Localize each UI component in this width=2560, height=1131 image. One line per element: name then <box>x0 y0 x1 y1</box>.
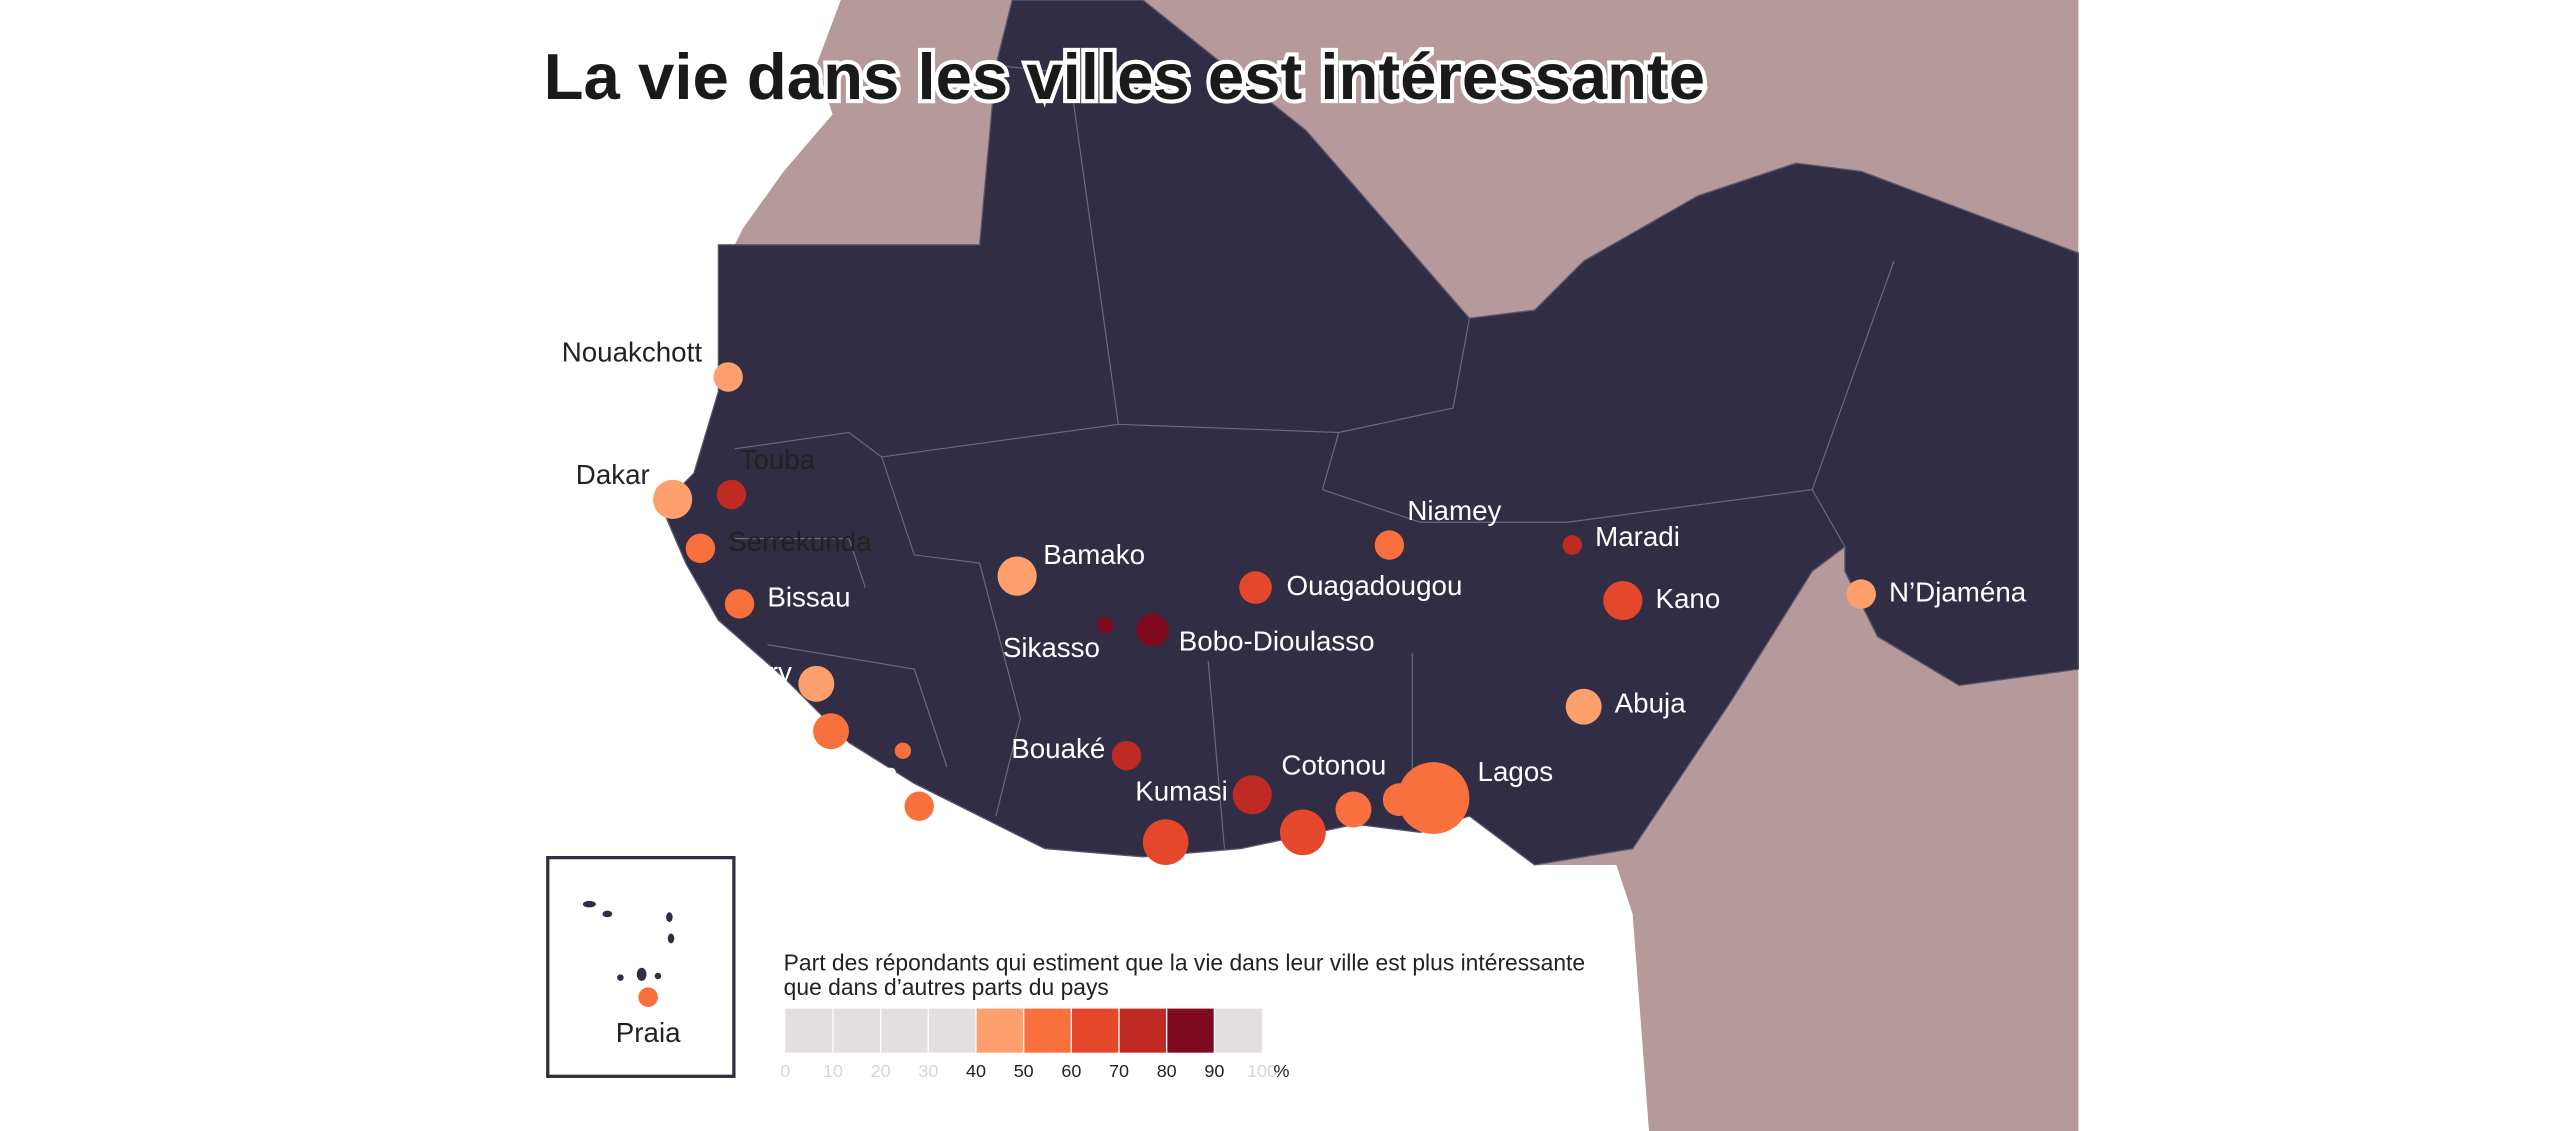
city-label: Dakar <box>576 459 650 490</box>
legend-tick-label: 30 <box>918 1061 938 1081</box>
legend-bin <box>1023 1008 1072 1053</box>
city-label: Serrekunda <box>728 526 872 557</box>
city-marker <box>1374 530 1405 560</box>
legend-tick-label: 10 <box>823 1061 843 1081</box>
city-marker <box>798 665 835 702</box>
legend-tick-label: 60 <box>1061 1061 1081 1081</box>
city-marker <box>1111 740 1142 771</box>
legend: Part des répondants qui estiment que la … <box>780 950 1585 1081</box>
legend-tick-label: 40 <box>966 1061 986 1081</box>
city-label: Kumasi <box>1135 776 1228 807</box>
legend-title: que dans d’autres parts du pays <box>784 974 1109 1000</box>
city-marker <box>1142 819 1189 865</box>
city-marker <box>904 791 934 821</box>
city-marker <box>1097 616 1114 634</box>
legend-unit: % <box>1273 1061 1289 1081</box>
city-label: Cotonou <box>1281 749 1386 780</box>
city-marker <box>1603 581 1643 621</box>
city-label: Kano <box>1656 583 1721 614</box>
legend-tick-label: 80 <box>1157 1061 1177 1081</box>
city-marker <box>1846 579 1876 609</box>
city-marker <box>1136 613 1169 647</box>
title: La vie dans les villes est intéressante <box>544 40 1705 113</box>
city-label: Bobo-Dioulasso <box>1179 625 1375 656</box>
city-label: Sikasso <box>1003 632 1100 663</box>
city-label: Bamako <box>1043 539 1145 570</box>
city-marker <box>724 589 755 619</box>
legend-tick-label: 50 <box>1014 1061 1034 1081</box>
cape-verde <box>582 900 675 981</box>
legend-tick-label: 100 <box>1247 1061 1277 1081</box>
west-africa <box>660 0 2080 866</box>
city-marker <box>1280 809 1326 856</box>
legend-tick-label: 90 <box>1204 1061 1224 1081</box>
city-label: Lagos <box>1478 756 1554 787</box>
city-label: Accra <box>1246 852 1317 883</box>
city-marker <box>1335 791 1372 828</box>
city-label: Freetown <box>686 717 802 748</box>
city-label: Nouakchott <box>562 336 703 367</box>
legend-bin <box>976 1008 1024 1053</box>
city-label: Bissau <box>767 581 850 612</box>
city-marker <box>638 987 658 1007</box>
legend-bin <box>1214 1008 1263 1053</box>
city-label: Abuja <box>1615 687 1687 718</box>
city-marker <box>1239 571 1272 604</box>
legend-bin <box>1071 1008 1120 1053</box>
city-label: Praia <box>616 1017 681 1048</box>
legend-tick-label: 0 <box>780 1061 790 1081</box>
city-label: Niamey <box>1407 495 1501 526</box>
city-marker <box>1397 762 1470 834</box>
legend-tick-label: 70 <box>1109 1061 1129 1081</box>
city-label: N’Djaména <box>1889 576 2027 607</box>
city-label: Kenema <box>795 758 899 789</box>
city-label: Touba <box>740 444 816 475</box>
city-label: Ouagadougou <box>1287 570 1463 601</box>
cities: Nouakchott Dakar Touba Serrekunda Bissau Cona… <box>562 336 2027 1048</box>
city-label: Monrovia <box>813 824 928 855</box>
city-marker <box>813 713 849 750</box>
city-marker <box>894 742 912 759</box>
city-marker <box>1562 535 1583 555</box>
legend-bin <box>1166 1008 1215 1053</box>
legend-title: Part des répondants qui estiment que la … <box>784 950 1585 976</box>
city-marker <box>713 362 743 392</box>
city-label: Maradi <box>1595 521 1680 552</box>
legend-tick-label: 20 <box>871 1061 891 1081</box>
city-marker <box>653 479 693 519</box>
city-marker <box>716 479 747 510</box>
city-label: Bouaké <box>1011 733 1105 764</box>
city-marker <box>685 533 716 564</box>
legend-bin <box>1119 1008 1167 1053</box>
city-marker <box>997 556 1037 596</box>
city-label: Abidjan <box>1085 865 1178 896</box>
inset-box <box>546 856 736 1078</box>
city-label: Conakry <box>689 656 792 687</box>
city-marker <box>1565 688 1602 725</box>
city-marker <box>1232 775 1272 815</box>
